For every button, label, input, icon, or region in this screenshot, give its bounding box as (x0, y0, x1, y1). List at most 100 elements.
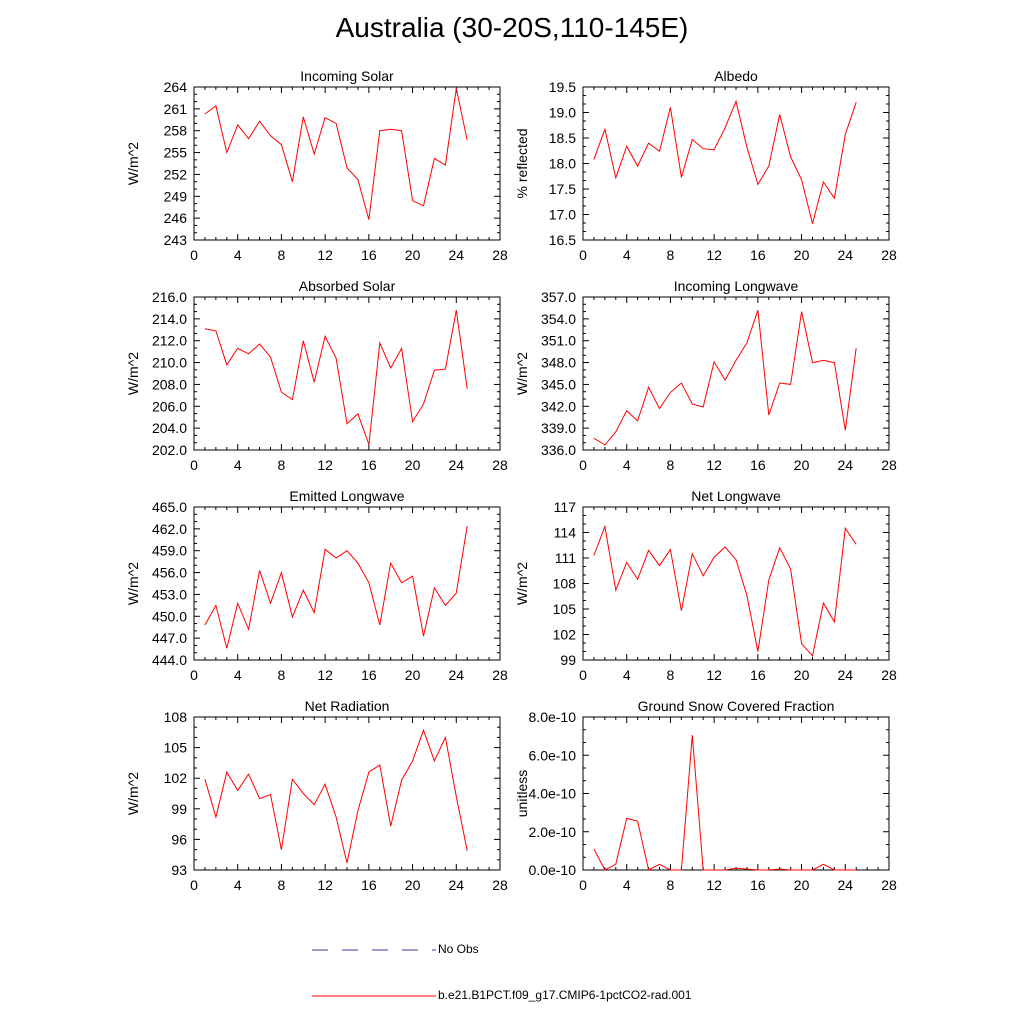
y-tick-label: 114 (554, 525, 577, 541)
y-tick-label: 117 (554, 499, 577, 515)
y-tick-label: 216.0 (152, 289, 187, 305)
series-line (593, 524, 857, 657)
y-tick-label: 0.0e-10 (529, 862, 577, 878)
x-tick-label: 28 (492, 457, 508, 473)
x-tick-label: 24 (837, 667, 853, 683)
plot-frame (582, 716, 890, 871)
y-tick-label: 243 (164, 232, 188, 248)
legend-swatch-model (312, 995, 436, 997)
x-tick-label: 20 (405, 247, 421, 263)
x-tick-label: 0 (579, 667, 587, 683)
series-line (593, 99, 857, 224)
x-tick-label: 20 (405, 667, 421, 683)
x-tick-label: 0 (579, 247, 587, 263)
x-tick-label: 8 (278, 877, 286, 893)
y-tick-label: 351.0 (541, 333, 576, 349)
y-tick-label: 18.5 (549, 130, 576, 146)
x-tick-label: 12 (706, 877, 722, 893)
x-tick-label: 20 (794, 667, 810, 683)
x-tick-label: 4 (234, 247, 242, 263)
y-tick-label: 444.0 (152, 652, 187, 668)
y-tick-label: 99 (560, 652, 576, 668)
series-line (204, 88, 468, 220)
x-tick-label: 20 (794, 457, 810, 473)
x-tick-label: 8 (667, 457, 675, 473)
plot-frame (582, 86, 890, 241)
x-tick-label: 0 (190, 457, 198, 473)
y-tick-label: 258 (164, 123, 188, 139)
y-tick-label: 456.0 (152, 565, 187, 581)
y-tick-label: 99 (171, 801, 187, 817)
y-tick-label: 105 (164, 740, 188, 756)
x-tick-label: 12 (706, 667, 722, 683)
y-axis-label: W/m^2 (125, 562, 141, 605)
y-tick-label: 212.0 (152, 333, 187, 349)
y-tick-label: 447.0 (152, 630, 187, 646)
y-tick-label: 105 (553, 601, 577, 617)
y-tick-label: 339.0 (541, 420, 576, 436)
x-tick-label: 16 (361, 667, 377, 683)
x-tick-label: 16 (361, 877, 377, 893)
y-tick-label: 246 (164, 210, 188, 226)
x-tick-label: 20 (405, 457, 421, 473)
chart-panel-1: Incoming Solar W/m^2 0 4 8 12 16 20 24 28 243 246 24… (125, 68, 508, 263)
y-axis-label: W/m^2 (125, 142, 141, 185)
x-tick-label: 0 (579, 877, 587, 893)
panel-title: Albedo (714, 68, 758, 84)
y-tick-label: 206.0 (152, 398, 187, 414)
chart-panel-3: Absorbed Solar W/m^2 0 4 8 12 16 20 24 28 202.0 204… (125, 278, 508, 473)
y-tick-label: 102 (164, 770, 188, 786)
chart-panel-4: Incoming Longwave W/m^2 0 4 8 12 16 20 24 28 336.0… (514, 278, 897, 473)
x-tick-label: 16 (750, 667, 766, 683)
x-tick-label: 0 (190, 247, 198, 263)
x-tick-label: 12 (317, 877, 333, 893)
x-tick-label: 28 (492, 877, 508, 893)
y-tick-label: 8.0e-10 (529, 709, 577, 725)
chart-panel-5: Emitted Longwave W/m^2 0 4 8 12 16 20 24 28 444.0 4… (125, 488, 508, 683)
x-tick-label: 20 (794, 877, 810, 893)
series-line (204, 525, 468, 649)
y-tick-label: 357.0 (541, 289, 576, 305)
x-tick-label: 4 (623, 667, 631, 683)
y-tick-label: 345.0 (541, 376, 576, 392)
y-tick-label: 6.0e-10 (529, 747, 577, 763)
x-tick-label: 20 (794, 247, 810, 263)
y-tick-label: 4.0e-10 (529, 786, 577, 802)
x-tick-label: 16 (361, 457, 377, 473)
x-tick-label: 24 (448, 247, 464, 263)
y-tick-label: 17.5 (549, 181, 576, 197)
y-tick-label: 348.0 (541, 355, 576, 371)
y-tick-label: 102 (553, 627, 577, 643)
y-tick-label: 264 (164, 79, 188, 95)
x-tick-label: 4 (623, 877, 631, 893)
panel-title: Absorbed Solar (299, 278, 396, 294)
x-tick-label: 16 (750, 877, 766, 893)
x-tick-label: 28 (492, 247, 508, 263)
y-tick-label: 208.0 (152, 376, 187, 392)
series-line (593, 735, 857, 871)
y-tick-label: 96 (171, 831, 187, 847)
y-axis-label: W/m^2 (514, 562, 530, 605)
panel-title: Net Longwave (691, 488, 781, 504)
y-tick-label: 249 (164, 188, 188, 204)
y-axis-label: % reflected (514, 128, 530, 198)
y-tick-label: 93 (171, 862, 187, 878)
x-tick-label: 8 (278, 247, 286, 263)
x-tick-label: 24 (448, 667, 464, 683)
x-tick-label: 12 (317, 247, 333, 263)
y-tick-label: 462.0 (152, 521, 187, 537)
x-tick-label: 28 (881, 247, 897, 263)
x-tick-label: 8 (278, 667, 286, 683)
y-tick-label: 19.0 (549, 105, 576, 121)
legend-label-obs: No Obs (438, 942, 479, 956)
y-tick-label: 16.5 (549, 232, 576, 248)
panel-title: Net Radiation (305, 698, 390, 714)
chart-panel-8: Ground Snow Covered Fraction unitless 0 4 8 1… (514, 698, 897, 893)
y-tick-label: 202.0 (152, 442, 187, 458)
plot-frame (582, 296, 890, 451)
x-tick-label: 4 (623, 247, 631, 263)
legend-label-model: b.e21.B1PCT.f09_g17.CMIP6-1pctCO2-rad.00… (438, 988, 692, 1002)
x-tick-label: 8 (667, 877, 675, 893)
panel-title: Incoming Longwave (674, 278, 799, 294)
